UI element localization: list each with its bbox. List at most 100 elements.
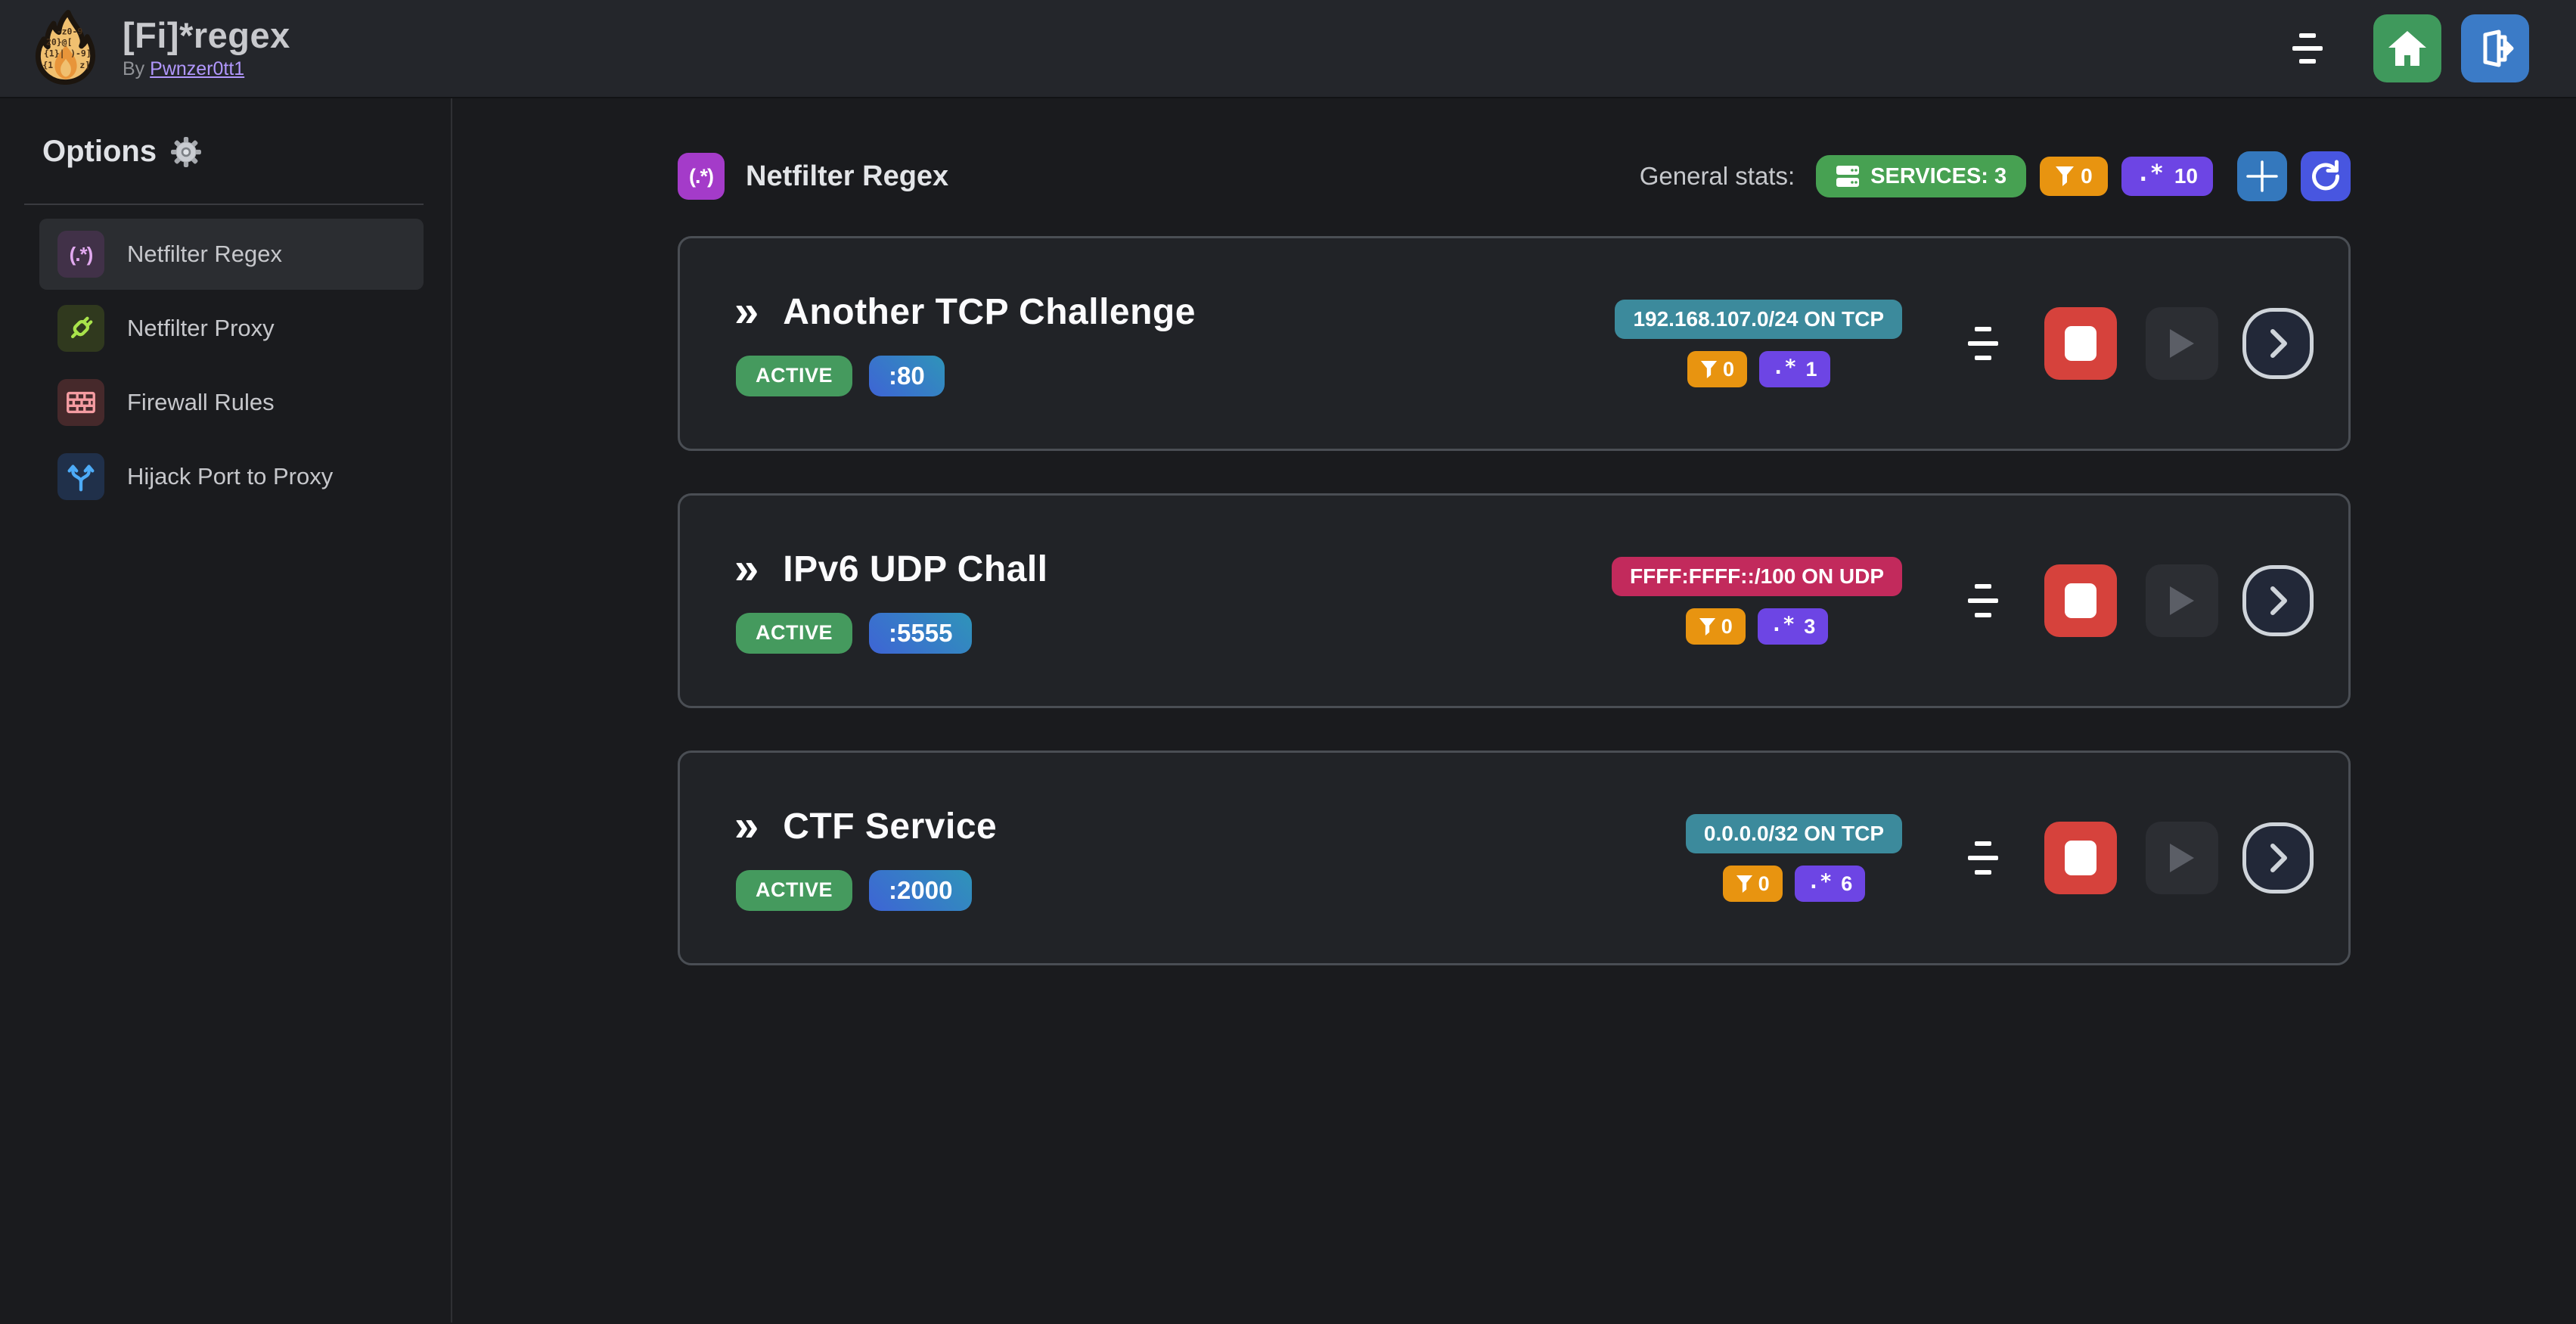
- service-name: IPv6 UDP Chall: [783, 549, 1048, 589]
- home-icon: [2388, 31, 2426, 66]
- stats-label: General stats:: [1639, 162, 1795, 190]
- author-link[interactable]: Pwnzer0tt1: [150, 58, 245, 80]
- service-menu-button[interactable]: [1961, 575, 2005, 626]
- chevron-right-icon: [2270, 329, 2287, 358]
- service-stats: 0.0.0.0/32 ON TCP 0 .*: [1685, 814, 1902, 902]
- svg-text:{1}|: {1}|: [44, 48, 65, 59]
- stop-icon: [2065, 583, 2096, 618]
- menu-button[interactable]: [2284, 23, 2331, 74]
- plus-icon: [2246, 160, 2278, 192]
- address-badge: 0.0.0.0/32 ON TCP: [1685, 814, 1902, 853]
- service-menu-button[interactable]: [1961, 832, 2005, 884]
- home-button[interactable]: [2373, 14, 2441, 82]
- service-card: » Another TCP Challenge ACTIVE :80 192.1…: [678, 236, 2351, 451]
- app-title: [Fi]*regex: [123, 14, 290, 55]
- refresh-button[interactable]: [2301, 151, 2351, 201]
- filtered-count: 0: [1758, 872, 1770, 895]
- filtered-count: 0: [1721, 614, 1733, 638]
- options-title: Options: [42, 135, 157, 168]
- status-badge: ACTIVE: [736, 355, 853, 396]
- filtered-count: 0: [1722, 357, 1734, 381]
- stop-service-button[interactable]: [2044, 822, 2117, 894]
- sidebar: Options (.*) Netfilter Regex: [0, 98, 452, 1322]
- burger-icon: [2292, 33, 2323, 64]
- sidebar-heading: Options: [42, 135, 424, 169]
- service-controls: FFFF:FFFF::/100 ON UDP 0 .*: [1612, 557, 2314, 645]
- sidebar-item-netfilter-regex[interactable]: (.*) Netfilter Regex: [39, 219, 424, 290]
- general-stats: General stats: SERVICES: 3: [1640, 151, 2351, 201]
- play-icon: [2170, 586, 2194, 615]
- regex-glyph: .*: [1807, 869, 1833, 894]
- regex-glyph: .*: [1770, 612, 1795, 636]
- chevron-right-icon: [2270, 586, 2287, 615]
- menu-lines-icon: [1968, 327, 1998, 360]
- services-count: SERVICES: 3: [1870, 163, 2007, 188]
- stop-icon: [2065, 326, 2096, 361]
- sidebar-item-firewall-rules[interactable]: Firewall Rules: [39, 367, 424, 438]
- services-count-badge: SERVICES: 3: [1816, 155, 2027, 197]
- flame-logo-icon: -z0-9 20}@[ {1}| )-9] {1 z]: [29, 10, 103, 87]
- filtered-packets-badge: 0: [2040, 157, 2108, 196]
- funnel-icon: [2056, 166, 2075, 186]
- byline: By Pwnzer0tt1: [123, 58, 290, 80]
- play-icon: [2170, 844, 2194, 872]
- section-header: (.*) Netfilter Regex General stats: SERV…: [678, 151, 2351, 201]
- regex-count-badge: .* 10: [2121, 157, 2213, 196]
- sidebar-divider: [24, 204, 424, 205]
- service-info: » CTF Service ACTIVE :2000: [734, 800, 998, 911]
- stop-service-button[interactable]: [2044, 564, 2117, 637]
- stop-icon: [2065, 841, 2096, 875]
- service-list: » Another TCP Challenge ACTIVE :80 192.1…: [678, 236, 2351, 965]
- open-service-button[interactable]: [2242, 308, 2314, 379]
- sidebar-item-label: Netfilter Regex: [127, 241, 283, 267]
- sidebar-item-label: Hijack Port to Proxy: [127, 463, 334, 490]
- sidebar-item-hijack-port[interactable]: Hijack Port to Proxy: [39, 441, 424, 512]
- sidebar-item-netfilter-proxy[interactable]: Netfilter Proxy: [39, 293, 424, 364]
- start-service-button[interactable]: [2146, 307, 2218, 380]
- regex-count-badge: .* 1: [1758, 351, 1830, 387]
- start-service-button[interactable]: [2146, 822, 2218, 894]
- regex-count: 10: [2174, 164, 2198, 188]
- service-stats: FFFF:FFFF::/100 ON UDP 0 .*: [1612, 557, 1902, 645]
- service-menu-button[interactable]: [1961, 318, 2005, 369]
- open-service-button[interactable]: [2242, 822, 2314, 894]
- svg-text:{1: {1: [42, 60, 53, 70]
- funnel-icon: [1700, 360, 1718, 378]
- service-controls: 192.168.107.0/24 ON TCP 0 .*: [1615, 300, 2314, 387]
- service-name: CTF Service: [783, 806, 998, 847]
- logout-button[interactable]: [2461, 14, 2529, 82]
- funnel-icon: [1699, 617, 1715, 636]
- regex-count-badge: .* 3: [1757, 608, 1829, 645]
- main-area: (.*) Netfilter Regex General stats: SERV…: [452, 98, 2576, 1322]
- stop-service-button[interactable]: [2044, 307, 2117, 380]
- firewall-icon: [57, 379, 104, 426]
- sidebar-item-label: Firewall Rules: [127, 389, 275, 415]
- filtered-packets-badge: 0: [1685, 608, 1746, 645]
- filtered-packets-badge: 0: [1687, 351, 1747, 387]
- regex-section-icon: (.*): [678, 153, 725, 200]
- refresh-icon: [2312, 160, 2340, 191]
- svg-text:20}@[: 20}@[: [46, 36, 73, 47]
- section-title: Netfilter Regex: [746, 160, 949, 192]
- add-service-button[interactable]: [2237, 151, 2287, 201]
- chevrons-right-icon: »: [734, 800, 759, 850]
- regex-glyph: .*: [2136, 160, 2164, 187]
- svg-text:-z0-9: -z0-9: [57, 26, 83, 37]
- address-badge: 192.168.107.0/24 ON TCP: [1615, 300, 1902, 339]
- menu-lines-icon: [1968, 841, 1998, 875]
- regex-count: 1: [1805, 357, 1817, 381]
- server-icon: [1836, 166, 1860, 187]
- sidebar-item-label: Netfilter Proxy: [127, 315, 275, 341]
- svg-text:)-9]: )-9]: [70, 48, 92, 59]
- header-actions: [2284, 14, 2529, 82]
- chevron-right-icon: [2270, 844, 2287, 872]
- start-service-button[interactable]: [2146, 564, 2218, 637]
- play-icon: [2170, 329, 2194, 358]
- service-card: » CTF Service ACTIVE :2000 0.0.0.0/32 ON…: [678, 751, 2351, 965]
- port-badge: :2000: [869, 869, 973, 911]
- status-badge: ACTIVE: [736, 612, 853, 654]
- regex-count: 3: [1804, 614, 1816, 638]
- port-badge: :5555: [869, 612, 973, 654]
- open-service-button[interactable]: [2242, 565, 2314, 636]
- chevrons-right-icon: »: [734, 286, 759, 336]
